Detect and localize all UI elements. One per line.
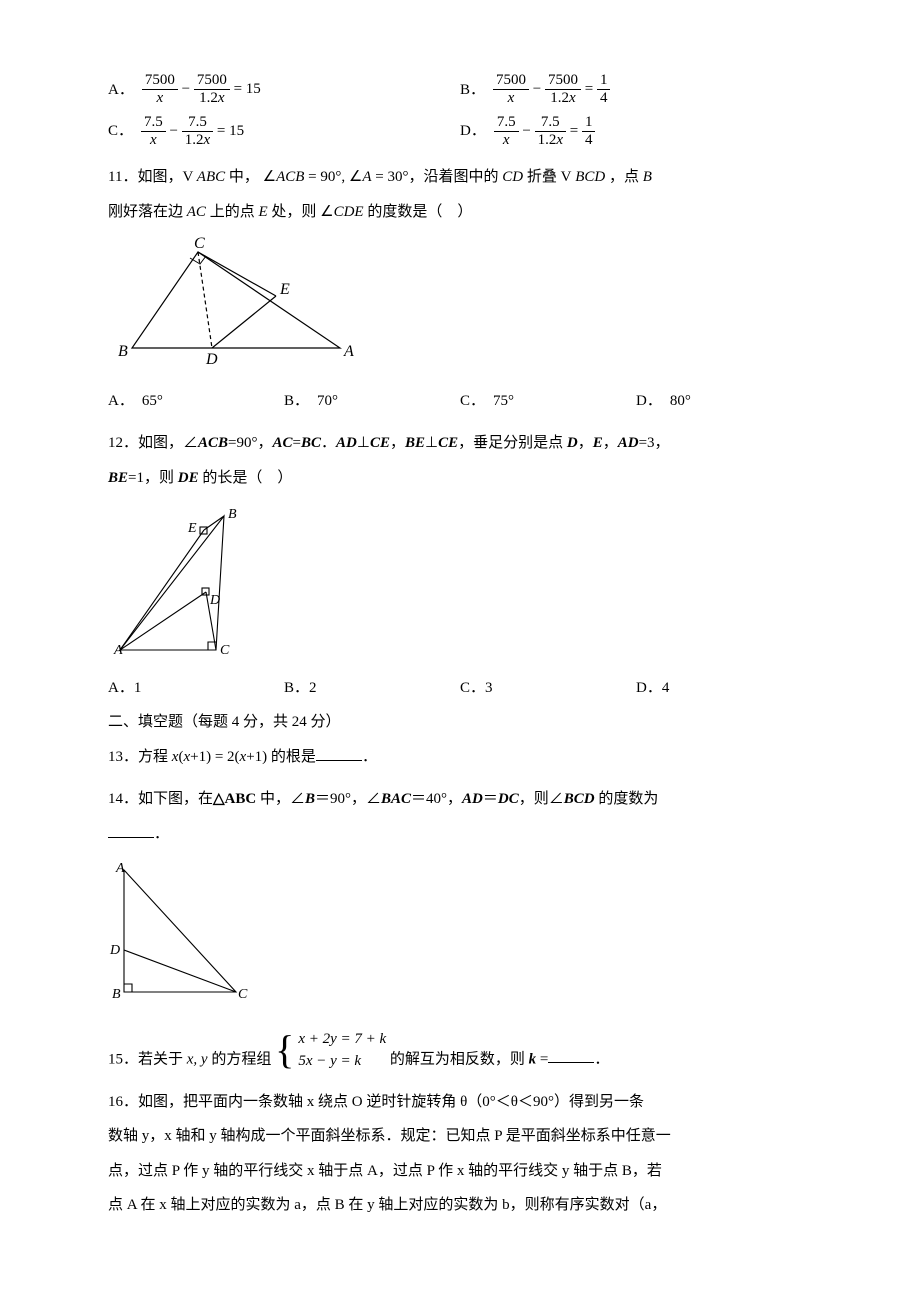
opt: D．4 xyxy=(636,674,669,703)
text: ． xyxy=(362,749,377,765)
q10-opt-B: B． 7500x − 75001.2x = 14 xyxy=(460,72,812,108)
q15-stem: 15．若关于 x, y 的方程组 { x + 2y = 7 + k 5x − y… xyxy=(108,1028,812,1074)
label-B: B xyxy=(118,343,128,360)
opt-label: C． xyxy=(108,117,133,146)
q12-stem-line1: 12．如图，∠ACB=90°，AC=BC．AD⊥CE，BE⊥CE，垂足分别是点 … xyxy=(108,429,812,458)
label-B: B xyxy=(228,507,237,522)
opt-label: A． xyxy=(108,387,134,416)
blank xyxy=(316,746,362,761)
opt-val: 75° xyxy=(493,387,514,416)
equation-system: { x + 2y = 7 + k 5x − y = k xyxy=(275,1028,386,1073)
equation: 7500x − 75001.2x = 14 xyxy=(493,72,610,108)
q11-stem-line1: 11．如图，V ABC 中， ∠ACB = 90°, ∠A = 30°，沿着图中… xyxy=(108,163,812,192)
label-A: A xyxy=(113,643,123,657)
text: 的根是 xyxy=(267,749,316,765)
opt-label: B． xyxy=(284,387,309,416)
q12-stem-line2: BE=1，则 DE 的长是（ ） xyxy=(108,464,812,493)
q11-figure: B C D E A xyxy=(108,236,812,381)
text: 的方程组 xyxy=(208,1051,276,1067)
text: 11．如图， xyxy=(108,169,182,185)
q11-options: A． 65° B． 70° C． 75° D． 80° xyxy=(108,387,812,416)
q16-l2: 数轴 y，x 轴和 y 轴构成一个平面斜坐标系．规定：已知点 P 是平面斜坐标系… xyxy=(108,1122,812,1151)
label-E: E xyxy=(279,281,290,298)
opt-label: D． xyxy=(636,387,662,416)
blank xyxy=(108,823,154,838)
section-2-heading: 二、填空题（每题 4 分，共 24 分） xyxy=(108,708,812,737)
opt-label: C． xyxy=(460,387,485,416)
opt: C．3 xyxy=(460,674,493,703)
text: 15．若关于 xyxy=(108,1051,187,1067)
label-E: E xyxy=(187,521,197,536)
q10-row-2: C． 7.5x − 7.51.2x = 15 D． 7.5x − 7.51.2x… xyxy=(108,114,812,150)
blank xyxy=(548,1049,594,1064)
text: 的解互为相反数，则 xyxy=(390,1051,529,1067)
opt-val: 70° xyxy=(317,387,338,416)
label-A: A xyxy=(115,861,125,876)
label-A: A xyxy=(343,343,354,360)
text: 13．方程 xyxy=(108,749,172,765)
q14-figure: A B C D xyxy=(108,858,812,1014)
sys-line1: x + 2y = 7 + k xyxy=(298,1028,386,1051)
q13-stem: 13．方程 x(x+1) = 2(x+1) 的根是． xyxy=(108,743,812,772)
q10-opt-A: A． 7500x − 75001.2x = 15 xyxy=(108,72,460,108)
q10-opt-D: D． 7.5x − 7.51.2x = 14 xyxy=(460,114,812,150)
opt-label: D． xyxy=(460,117,486,146)
label-D: D xyxy=(209,593,220,608)
text: ． xyxy=(594,1051,609,1067)
opt: B．2 xyxy=(284,674,317,703)
label-B: B xyxy=(112,987,121,1002)
q16-l1: 16．如图，把平面内一条数轴 x 绕点 O 逆时针旋转角 θ（0°＜θ＜90°）… xyxy=(108,1088,812,1117)
label-D: D xyxy=(109,943,120,958)
q14-stem: 14．如下图，在△ABC 中，∠B＝90°，∠BAC＝40°，AD＝DC，则∠B… xyxy=(108,785,812,814)
opt-val: 65° xyxy=(142,387,163,416)
equation: 7.5x − 7.51.2x = 14 xyxy=(494,114,596,150)
equation: 7.5x − 7.51.2x = 15 xyxy=(141,114,244,150)
vars: x, y xyxy=(187,1051,208,1067)
label-C: C xyxy=(238,987,248,1002)
q10-row-1: A． 7500x − 75001.2x = 15 B． 7500x − 7500… xyxy=(108,72,812,108)
label-C: C xyxy=(220,643,230,657)
label-C: C xyxy=(194,236,205,252)
q12-figure: A B C D E xyxy=(108,502,812,668)
q12-options: A．1 B．2 C．3 D．4 xyxy=(108,674,812,703)
q14-blank-line: ． xyxy=(108,820,812,849)
q11-stem-line2: 刚好落在边 AC 上的点 E 处，则 ∠CDE 的度数是（ ） xyxy=(108,198,812,227)
opt: A．1 xyxy=(108,674,141,703)
equation: 7500x − 75001.2x = 15 xyxy=(142,72,261,108)
sys-line2: 5x − y = k xyxy=(298,1050,386,1073)
opt-label: B． xyxy=(460,76,485,105)
q16-l3: 点，过点 P 作 y 轴的平行线交 x 轴于点 A，过点 P 作 x 轴的平行线… xyxy=(108,1157,812,1186)
q16-l4: 点 A 在 x 轴上对应的实数为 a，点 B 在 y 轴上对应的实数为 b，则称… xyxy=(108,1191,812,1220)
label-D: D xyxy=(205,351,218,368)
opt-val: 80° xyxy=(670,387,691,416)
opt-label: A． xyxy=(108,76,134,105)
q10-opt-C: C． 7.5x − 7.51.2x = 15 xyxy=(108,114,460,150)
text: = xyxy=(536,1051,548,1067)
